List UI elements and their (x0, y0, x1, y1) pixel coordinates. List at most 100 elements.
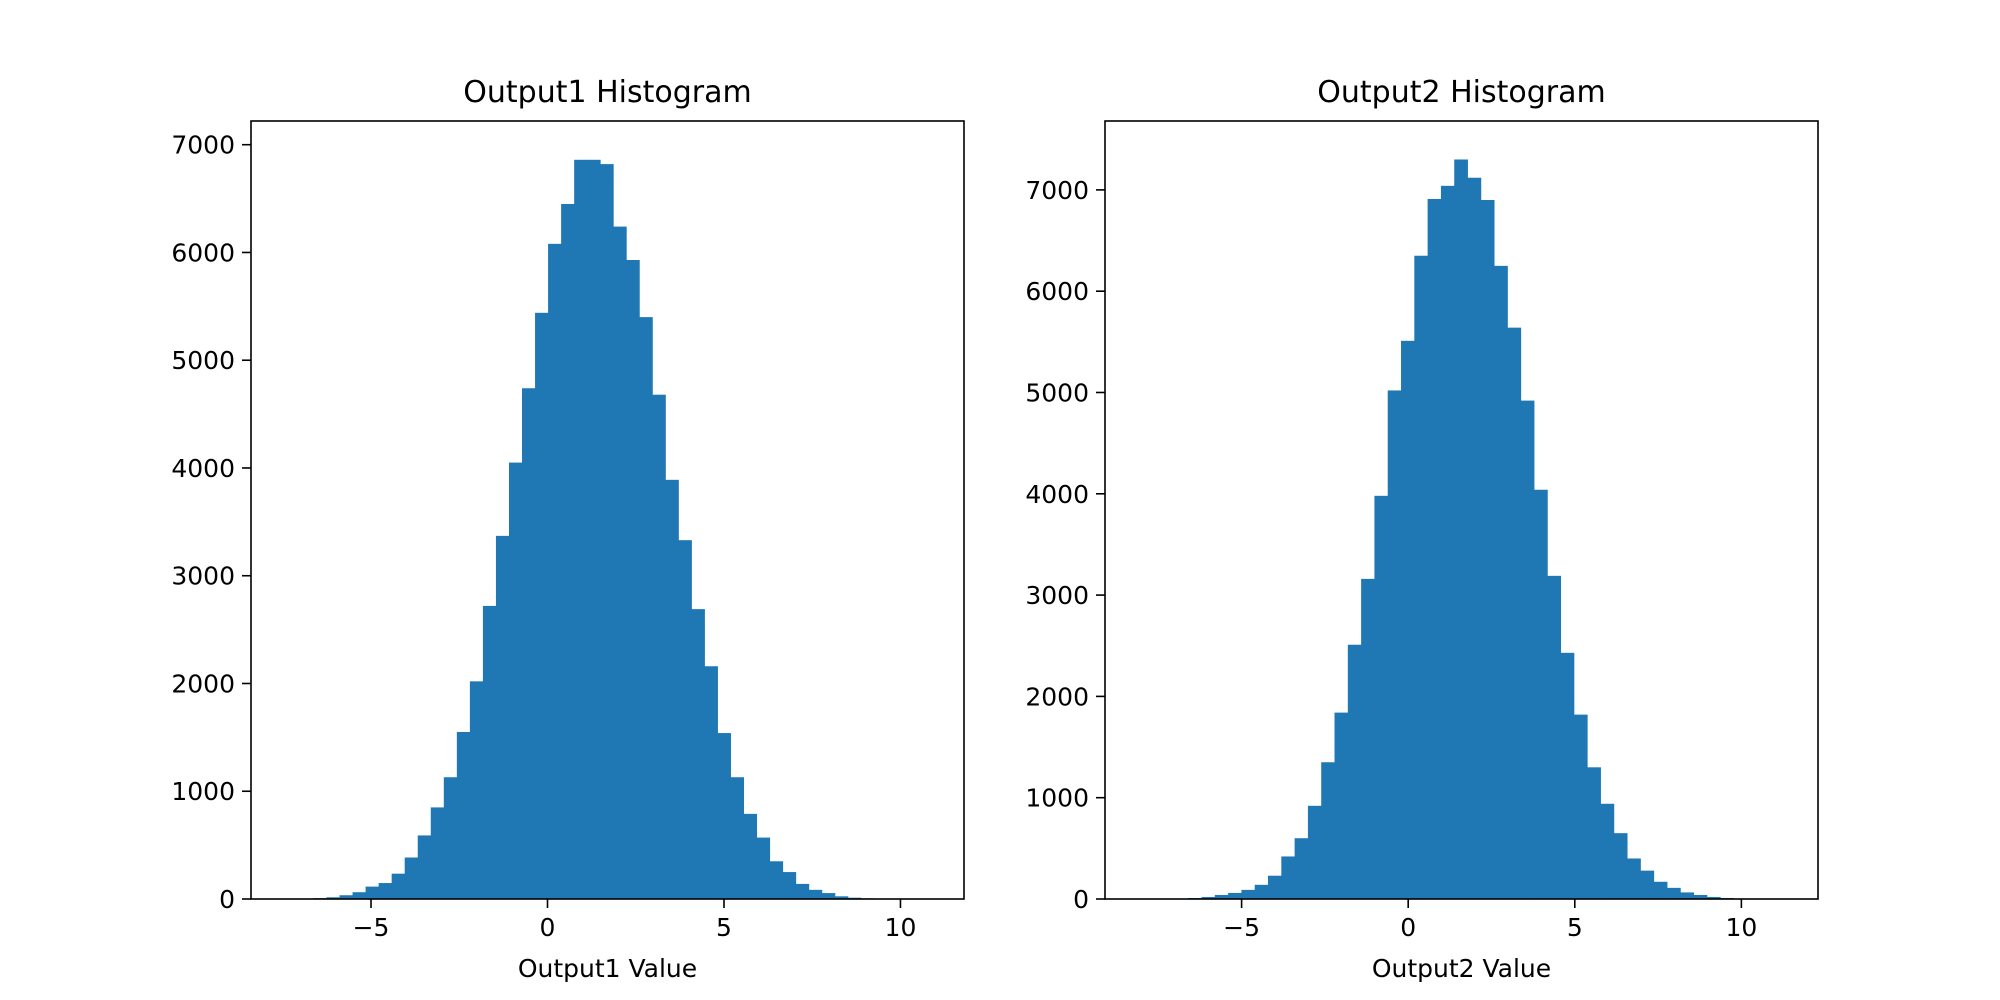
histogram-bar (613, 226, 627, 900)
histogram-bar (1600, 803, 1615, 899)
histogram-bar (1520, 400, 1535, 899)
histogram-bar (1294, 838, 1309, 899)
y-tick-label: 6000 (1025, 277, 1089, 306)
x-tick-label: 5 (716, 913, 732, 942)
histogram-bar (652, 394, 666, 899)
histogram-bar (1494, 265, 1508, 900)
histogram-bar (574, 159, 588, 899)
histogram-bar (469, 681, 484, 899)
chart-title: Output2 Histogram (1317, 75, 1605, 110)
y-axis-ticks: 0 1000 2000 3000 4000 5000 6000 7000 (1025, 176, 1105, 914)
histogram-bar (365, 886, 380, 899)
x-tick-label: 0 (1400, 913, 1416, 942)
histogram-bar (548, 243, 562, 899)
axes-frame (250, 120, 965, 900)
histogram-bar (339, 895, 353, 899)
histogram-bar (1281, 856, 1296, 899)
histogram-bar (1480, 200, 1495, 899)
histogram-bar (1334, 712, 1349, 899)
histogram-bar (1374, 495, 1389, 899)
histogram-bar (1547, 575, 1562, 899)
histogram-bar (1613, 833, 1628, 899)
x-tick-label: 5 (1567, 913, 1583, 942)
histogram-bar (1680, 892, 1695, 899)
histogram-bar (1693, 894, 1708, 899)
histogram-bar (1241, 889, 1256, 899)
histogram-bar (1667, 887, 1681, 899)
histogram-bar (443, 777, 458, 899)
histogram-bar (834, 896, 849, 899)
histogram-bar (1401, 340, 1415, 899)
x-axis-ticks: −5 0 5 10 (1223, 899, 1757, 942)
x-tick-label: −5 (1223, 913, 1260, 942)
histogram-bar (404, 857, 419, 899)
histogram-bar (769, 861, 784, 899)
histogram-bar (795, 883, 810, 899)
x-tick-label: 10 (885, 913, 917, 942)
axes-frame (1104, 120, 1819, 900)
histogram-bar (326, 897, 340, 899)
bar-group (1148, 159, 1801, 900)
y-axis-ticks: 0 1000 2000 3000 4000 5000 6000 7000 (171, 131, 251, 914)
histogram-bar (1573, 714, 1588, 899)
histogram-bar (587, 159, 601, 899)
histogram-bar (1627, 858, 1641, 899)
output1-histogram-panel: Output1 Histogram −5 0 5 10 0 1000 2000 3000 40… (171, 75, 965, 983)
y-tick-label: 6000 (171, 238, 235, 267)
x-tick-label: 0 (540, 913, 556, 942)
histogram-bar (430, 807, 445, 899)
histogram-bar (1560, 652, 1575, 899)
histogram-bar (522, 388, 536, 899)
histogram-bar (1587, 767, 1601, 899)
histogram-bar (782, 872, 797, 899)
y-tick-label: 4000 (1025, 480, 1089, 509)
histogram-bar (508, 462, 523, 899)
histogram-bar (756, 837, 771, 899)
histogram-bar (378, 883, 393, 899)
x-tick-label: 10 (1725, 913, 1757, 942)
histogram-bar (1254, 884, 1269, 899)
histogram-bar (1534, 489, 1548, 899)
histogram-bar (482, 605, 497, 899)
histogram-bar (1347, 644, 1362, 899)
histogram-bar (456, 731, 471, 899)
histogram-bar (1268, 875, 1282, 899)
histogram-bar (417, 835, 432, 899)
histogram-bar (743, 813, 758, 899)
histogram-bar (691, 609, 705, 899)
y-tick-label: 2000 (1025, 682, 1089, 711)
histogram-bar (1321, 762, 1335, 899)
histogram-bar (1507, 327, 1522, 899)
y-tick-label: 7000 (1025, 176, 1089, 205)
histogram-bar (730, 777, 745, 899)
x-axis-ticks: −5 0 5 10 (353, 899, 917, 942)
x-axis-label: Output1 Value (518, 954, 697, 983)
histogram-bar (821, 893, 836, 899)
histogram-bar (495, 535, 510, 899)
x-axis-label: Output2 Value (1372, 954, 1551, 983)
y-tick-label: 0 (1073, 885, 1089, 914)
histogram-bar (1387, 390, 1402, 899)
chart-title: Output1 Histogram (463, 75, 751, 110)
histogram-bar (678, 540, 692, 899)
histogram-bar (717, 733, 731, 899)
histogram-bar (1467, 177, 1482, 899)
y-tick-label: 3000 (171, 562, 235, 591)
y-tick-label: 7000 (171, 131, 235, 160)
histogram-bar (808, 889, 823, 899)
histogram-bar (665, 479, 679, 899)
y-tick-label: 5000 (1025, 378, 1089, 407)
y-tick-label: 3000 (1025, 581, 1089, 610)
histogram-bar (1201, 896, 1216, 899)
histogram-bar (391, 873, 406, 899)
histogram-bar (639, 317, 653, 899)
histogram-bar (1706, 896, 1721, 899)
x-tick-label: −5 (353, 913, 390, 942)
y-tick-label: 1000 (1025, 784, 1089, 813)
histogram-bar (1427, 199, 1442, 899)
output2-histogram-panel: Output2 Histogram −5 0 5 10 0 1000 2000 3000 40… (1025, 75, 1819, 983)
histogram-bar (1228, 892, 1242, 899)
y-tick-label: 0 (219, 885, 235, 914)
histogram-bar (1361, 578, 1375, 899)
